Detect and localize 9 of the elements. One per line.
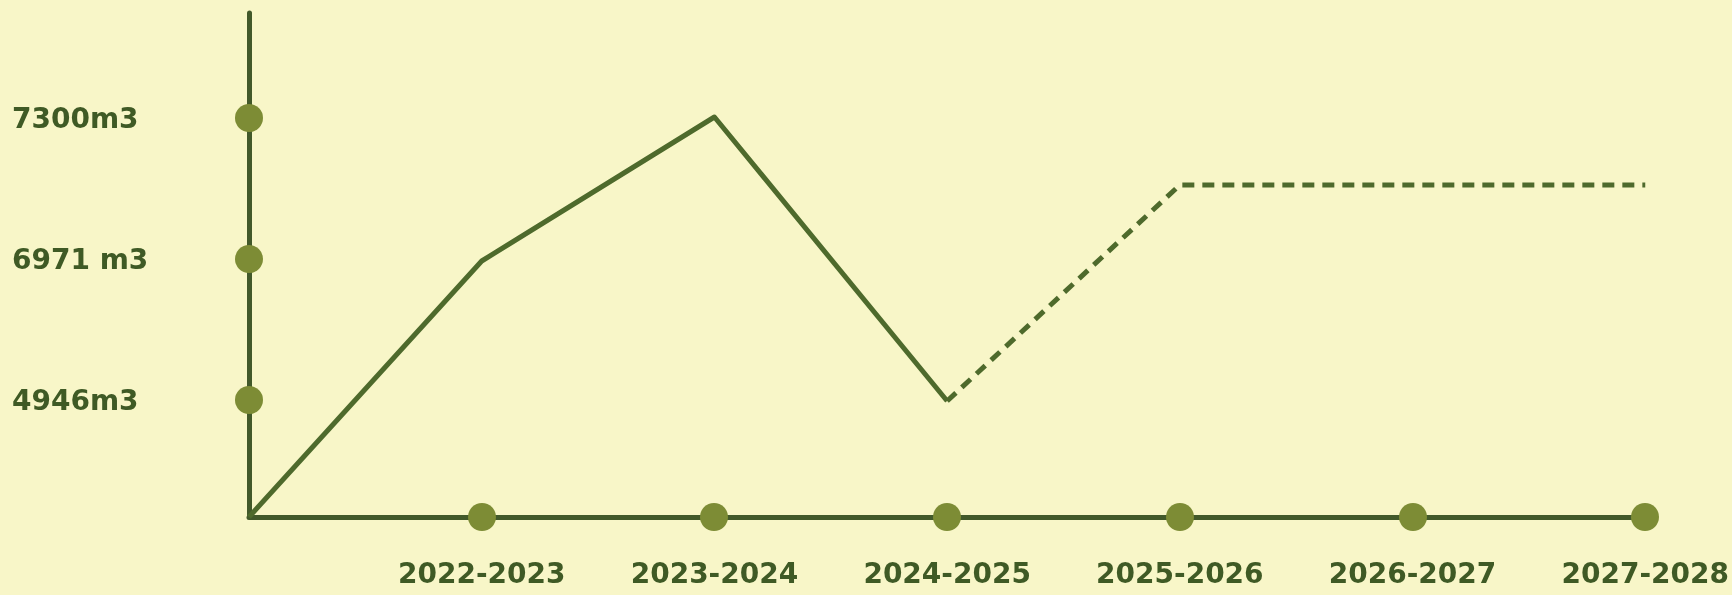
text: 7300m3 xyxy=(12,101,139,135)
x-tick-label: 2025-2026 xyxy=(1096,556,1264,590)
text: 6971 m3 xyxy=(12,242,149,276)
x-tick-label: 2023-2024 xyxy=(630,556,799,590)
x-tick-label: 2026-2027 xyxy=(1328,556,1497,590)
x-tick-label: 2024-2025 xyxy=(863,556,1031,590)
x-tick-label: 2027-2028 xyxy=(1561,556,1729,590)
x-tick-label: 2022-2023 xyxy=(397,556,566,590)
text: 4946m3 xyxy=(12,383,139,417)
